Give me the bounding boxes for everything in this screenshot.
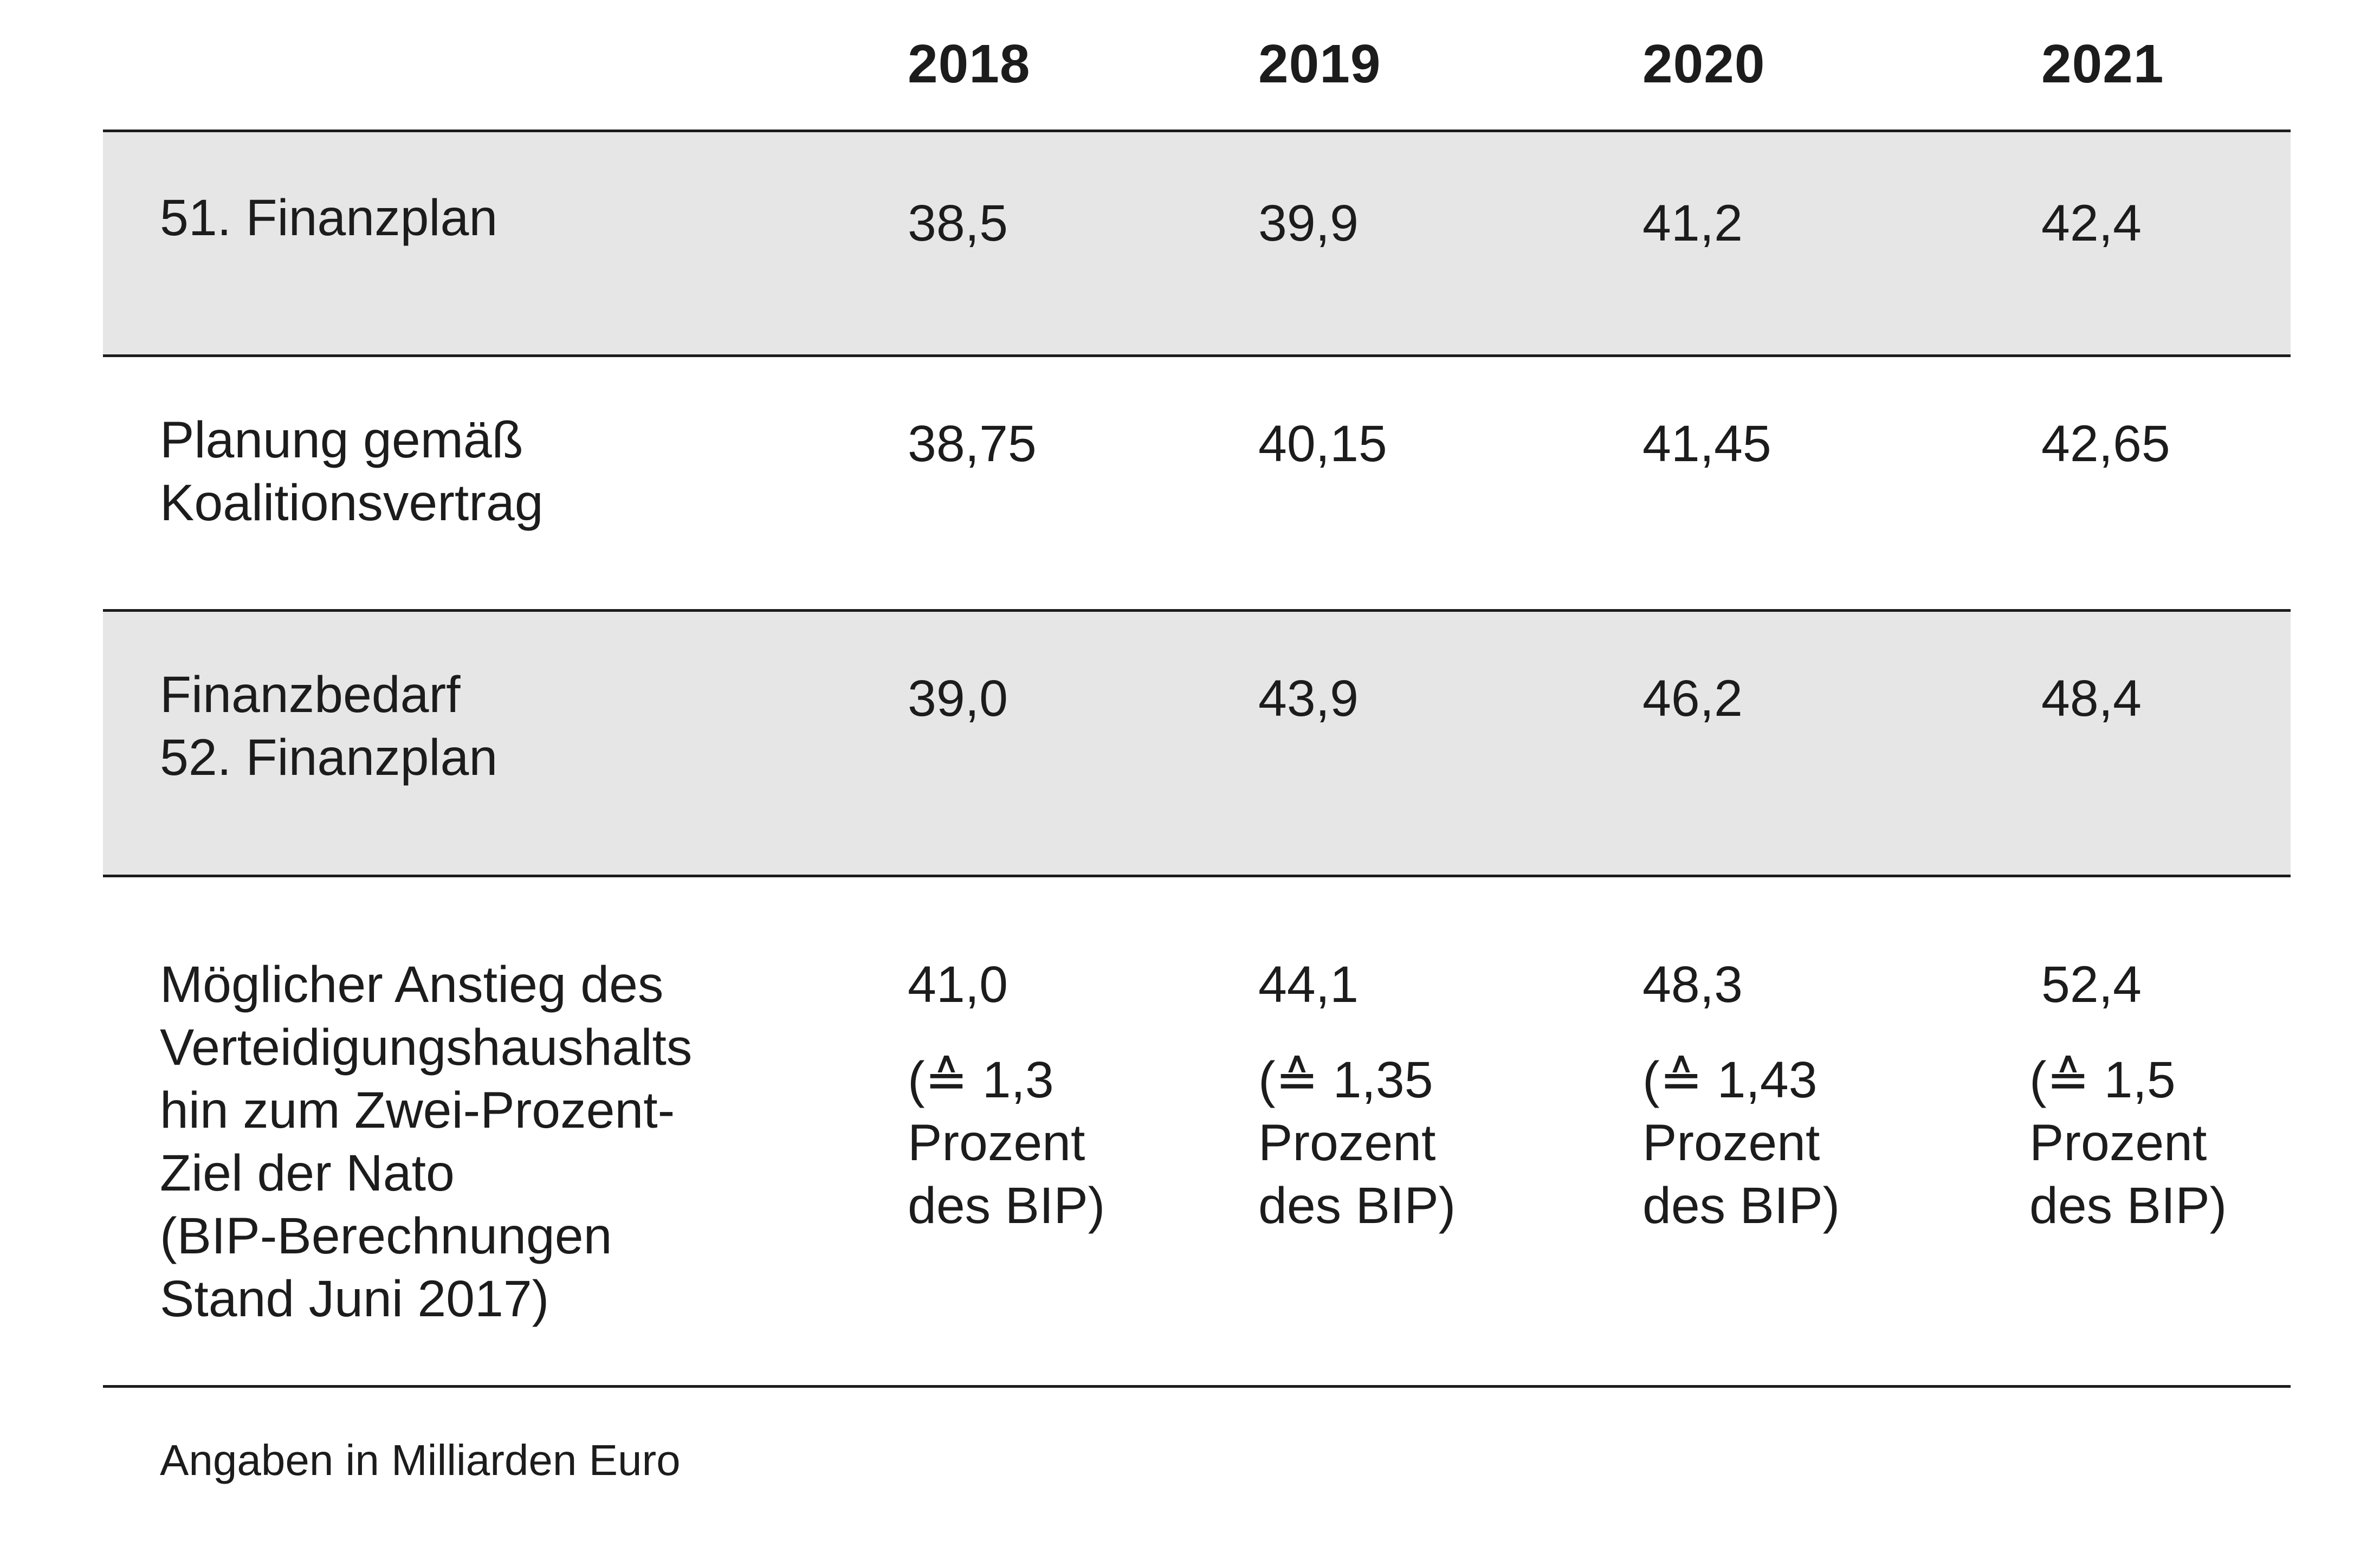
cell-note: (≙ 1,35 Prozent des BIP) [1258,1051,1456,1234]
cell-value: 48,4 [2041,670,2142,727]
row-label: Finanzbedarf 52. Finanzplan [160,666,498,786]
cell-value: 39,9 [1258,195,1359,252]
table-row-finanzbedarf: Finanzbedarf 52. Finanzplan 39,0 43,9 46… [103,612,2291,877]
cell-value: 42,4 [2041,195,2142,252]
table-row-koalitionsvertrag: Planung gemäß Koalitionsvertrag 38,75 40… [103,357,2291,612]
cell-value: 44,1 [1258,956,1359,1013]
row-label: Möglicher Anstieg des Verteidigungshaush… [160,956,693,1328]
cell-note: (≙ 1,43 Prozent des BIP) [1642,1051,1840,1234]
cell-value-with-note: 41,0 (≙ 1,3 Prozent des BIP) [908,953,1105,1237]
cell-value: 46,2 [1642,670,1743,727]
row-label: 51. Finanzplan [160,189,498,247]
table-row-zwei-prozent-ziel: Möglicher Anstieg des Verteidigungshaush… [103,877,2291,1388]
cell-value: 48,3 [1642,956,1743,1013]
table-row-51-finanzplan: 51. Finanzplan 38,5 39,9 41,2 42,4 [103,132,2291,357]
row-label: Planung gemäß Koalitionsvertrag [160,411,544,532]
cell-note: (≙ 1,3 Prozent des BIP) [908,1051,1105,1234]
cell-value: 38,75 [908,415,1037,473]
cell-value-with-note: 48,3 (≙ 1,43 Prozent des BIP) [1642,953,1840,1237]
cell-value: 40,15 [1258,415,1387,473]
cell-value: 52,4 [2041,956,2142,1013]
cell-value: 39,0 [908,670,1008,727]
cell-value-with-note: 44,1 (≙ 1,35 Prozent des BIP) [1258,953,1456,1237]
cell-value: 41,2 [1642,195,1743,252]
cell-value: 43,9 [1258,670,1359,727]
cell-value: 42,65 [2041,415,2170,473]
table-footnote: Angaben in Milliarden Euro [160,1436,681,1484]
table-header-row: 2018 2019 2020 2021 [103,0,2291,132]
header-year-2021: 2021 [2041,34,2164,94]
cell-value: 41,0 [908,956,1008,1013]
header-year-2020: 2020 [1642,34,1765,94]
cell-value-with-note: 52,4 (≙ 1,5 Prozent des BIP) [2029,953,2227,1237]
cell-value: 41,45 [1642,415,1771,473]
budget-table: 2018 2019 2020 2021 51. Finanzplan 38,5 … [103,0,2291,1388]
header-year-2018: 2018 [908,34,1031,94]
cell-note: (≙ 1,5 Prozent des BIP) [2029,1051,2227,1234]
header-year-2019: 2019 [1258,34,1381,94]
cell-value: 38,5 [908,195,1008,252]
